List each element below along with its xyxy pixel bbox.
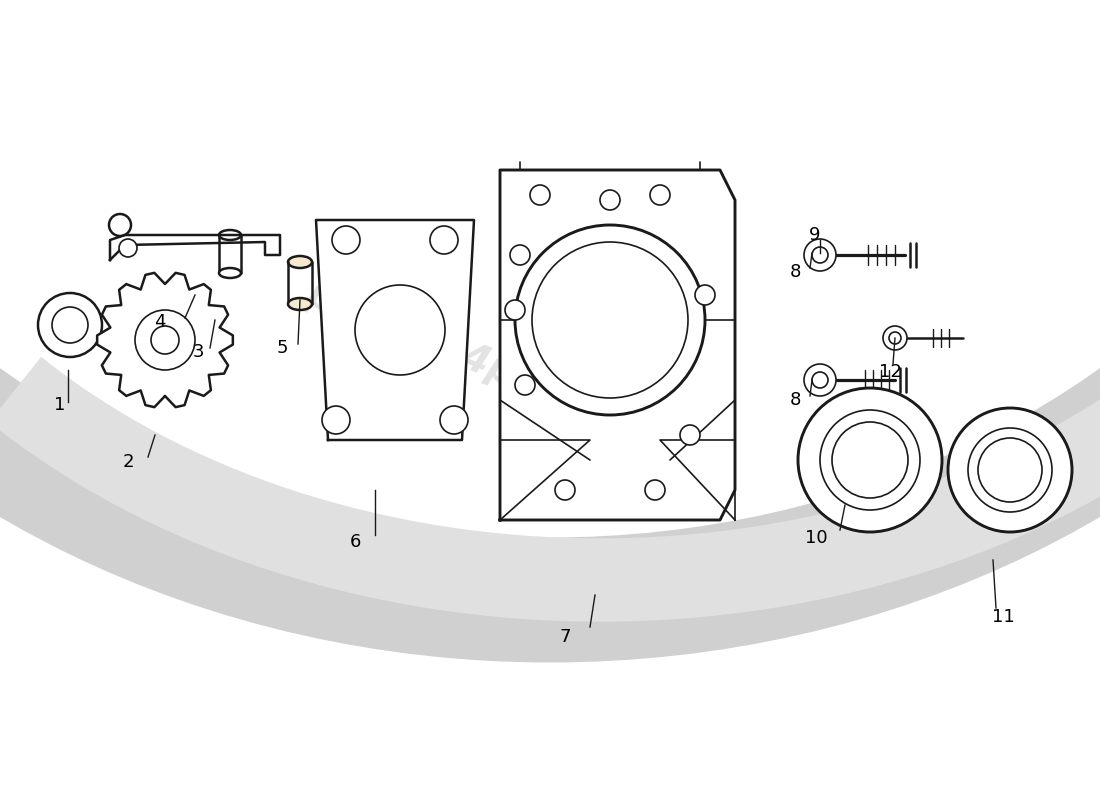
Text: 7: 7 <box>559 628 571 646</box>
Circle shape <box>695 285 715 305</box>
Circle shape <box>355 285 446 375</box>
Circle shape <box>515 225 705 415</box>
Text: 8: 8 <box>790 263 801 281</box>
Circle shape <box>600 190 620 210</box>
Circle shape <box>645 480 665 500</box>
Text: 12: 12 <box>879 363 901 381</box>
Circle shape <box>889 332 901 344</box>
Circle shape <box>505 300 525 320</box>
Circle shape <box>812 372 828 388</box>
Polygon shape <box>110 235 280 260</box>
Text: 3: 3 <box>192 343 204 361</box>
Circle shape <box>440 406 467 434</box>
Circle shape <box>119 239 138 257</box>
Circle shape <box>532 242 688 398</box>
Circle shape <box>332 226 360 254</box>
Circle shape <box>322 406 350 434</box>
Circle shape <box>883 326 908 350</box>
Circle shape <box>515 375 535 395</box>
Circle shape <box>798 388 942 532</box>
Circle shape <box>576 306 604 334</box>
Circle shape <box>151 326 179 354</box>
Text: 6: 6 <box>350 533 361 551</box>
Text: 8: 8 <box>790 391 801 409</box>
Circle shape <box>804 364 836 396</box>
Text: 5: 5 <box>276 339 288 357</box>
Ellipse shape <box>288 298 312 310</box>
Circle shape <box>680 425 700 445</box>
Circle shape <box>510 245 530 265</box>
Circle shape <box>556 480 575 500</box>
Text: 10: 10 <box>805 529 827 547</box>
Text: 9: 9 <box>810 226 821 244</box>
Circle shape <box>650 185 670 205</box>
Ellipse shape <box>219 230 241 240</box>
Text: 2: 2 <box>122 453 134 471</box>
Ellipse shape <box>219 268 241 278</box>
Text: 1: 1 <box>54 396 66 414</box>
Circle shape <box>948 408 1072 532</box>
Circle shape <box>968 428 1052 512</box>
Ellipse shape <box>288 256 312 268</box>
Circle shape <box>39 293 102 357</box>
Circle shape <box>978 438 1042 502</box>
Text: 4: 4 <box>154 313 166 331</box>
Circle shape <box>530 185 550 205</box>
Circle shape <box>430 226 458 254</box>
Circle shape <box>820 410 920 510</box>
Circle shape <box>812 247 828 263</box>
Text: 11: 11 <box>991 608 1014 626</box>
Text: passion4parts.com: passion4parts.com <box>300 274 700 466</box>
Polygon shape <box>500 170 735 520</box>
Polygon shape <box>316 220 474 440</box>
Circle shape <box>109 214 131 236</box>
Circle shape <box>135 310 195 370</box>
Polygon shape <box>97 273 233 407</box>
Circle shape <box>804 239 836 271</box>
Circle shape <box>52 307 88 343</box>
Circle shape <box>832 422 908 498</box>
